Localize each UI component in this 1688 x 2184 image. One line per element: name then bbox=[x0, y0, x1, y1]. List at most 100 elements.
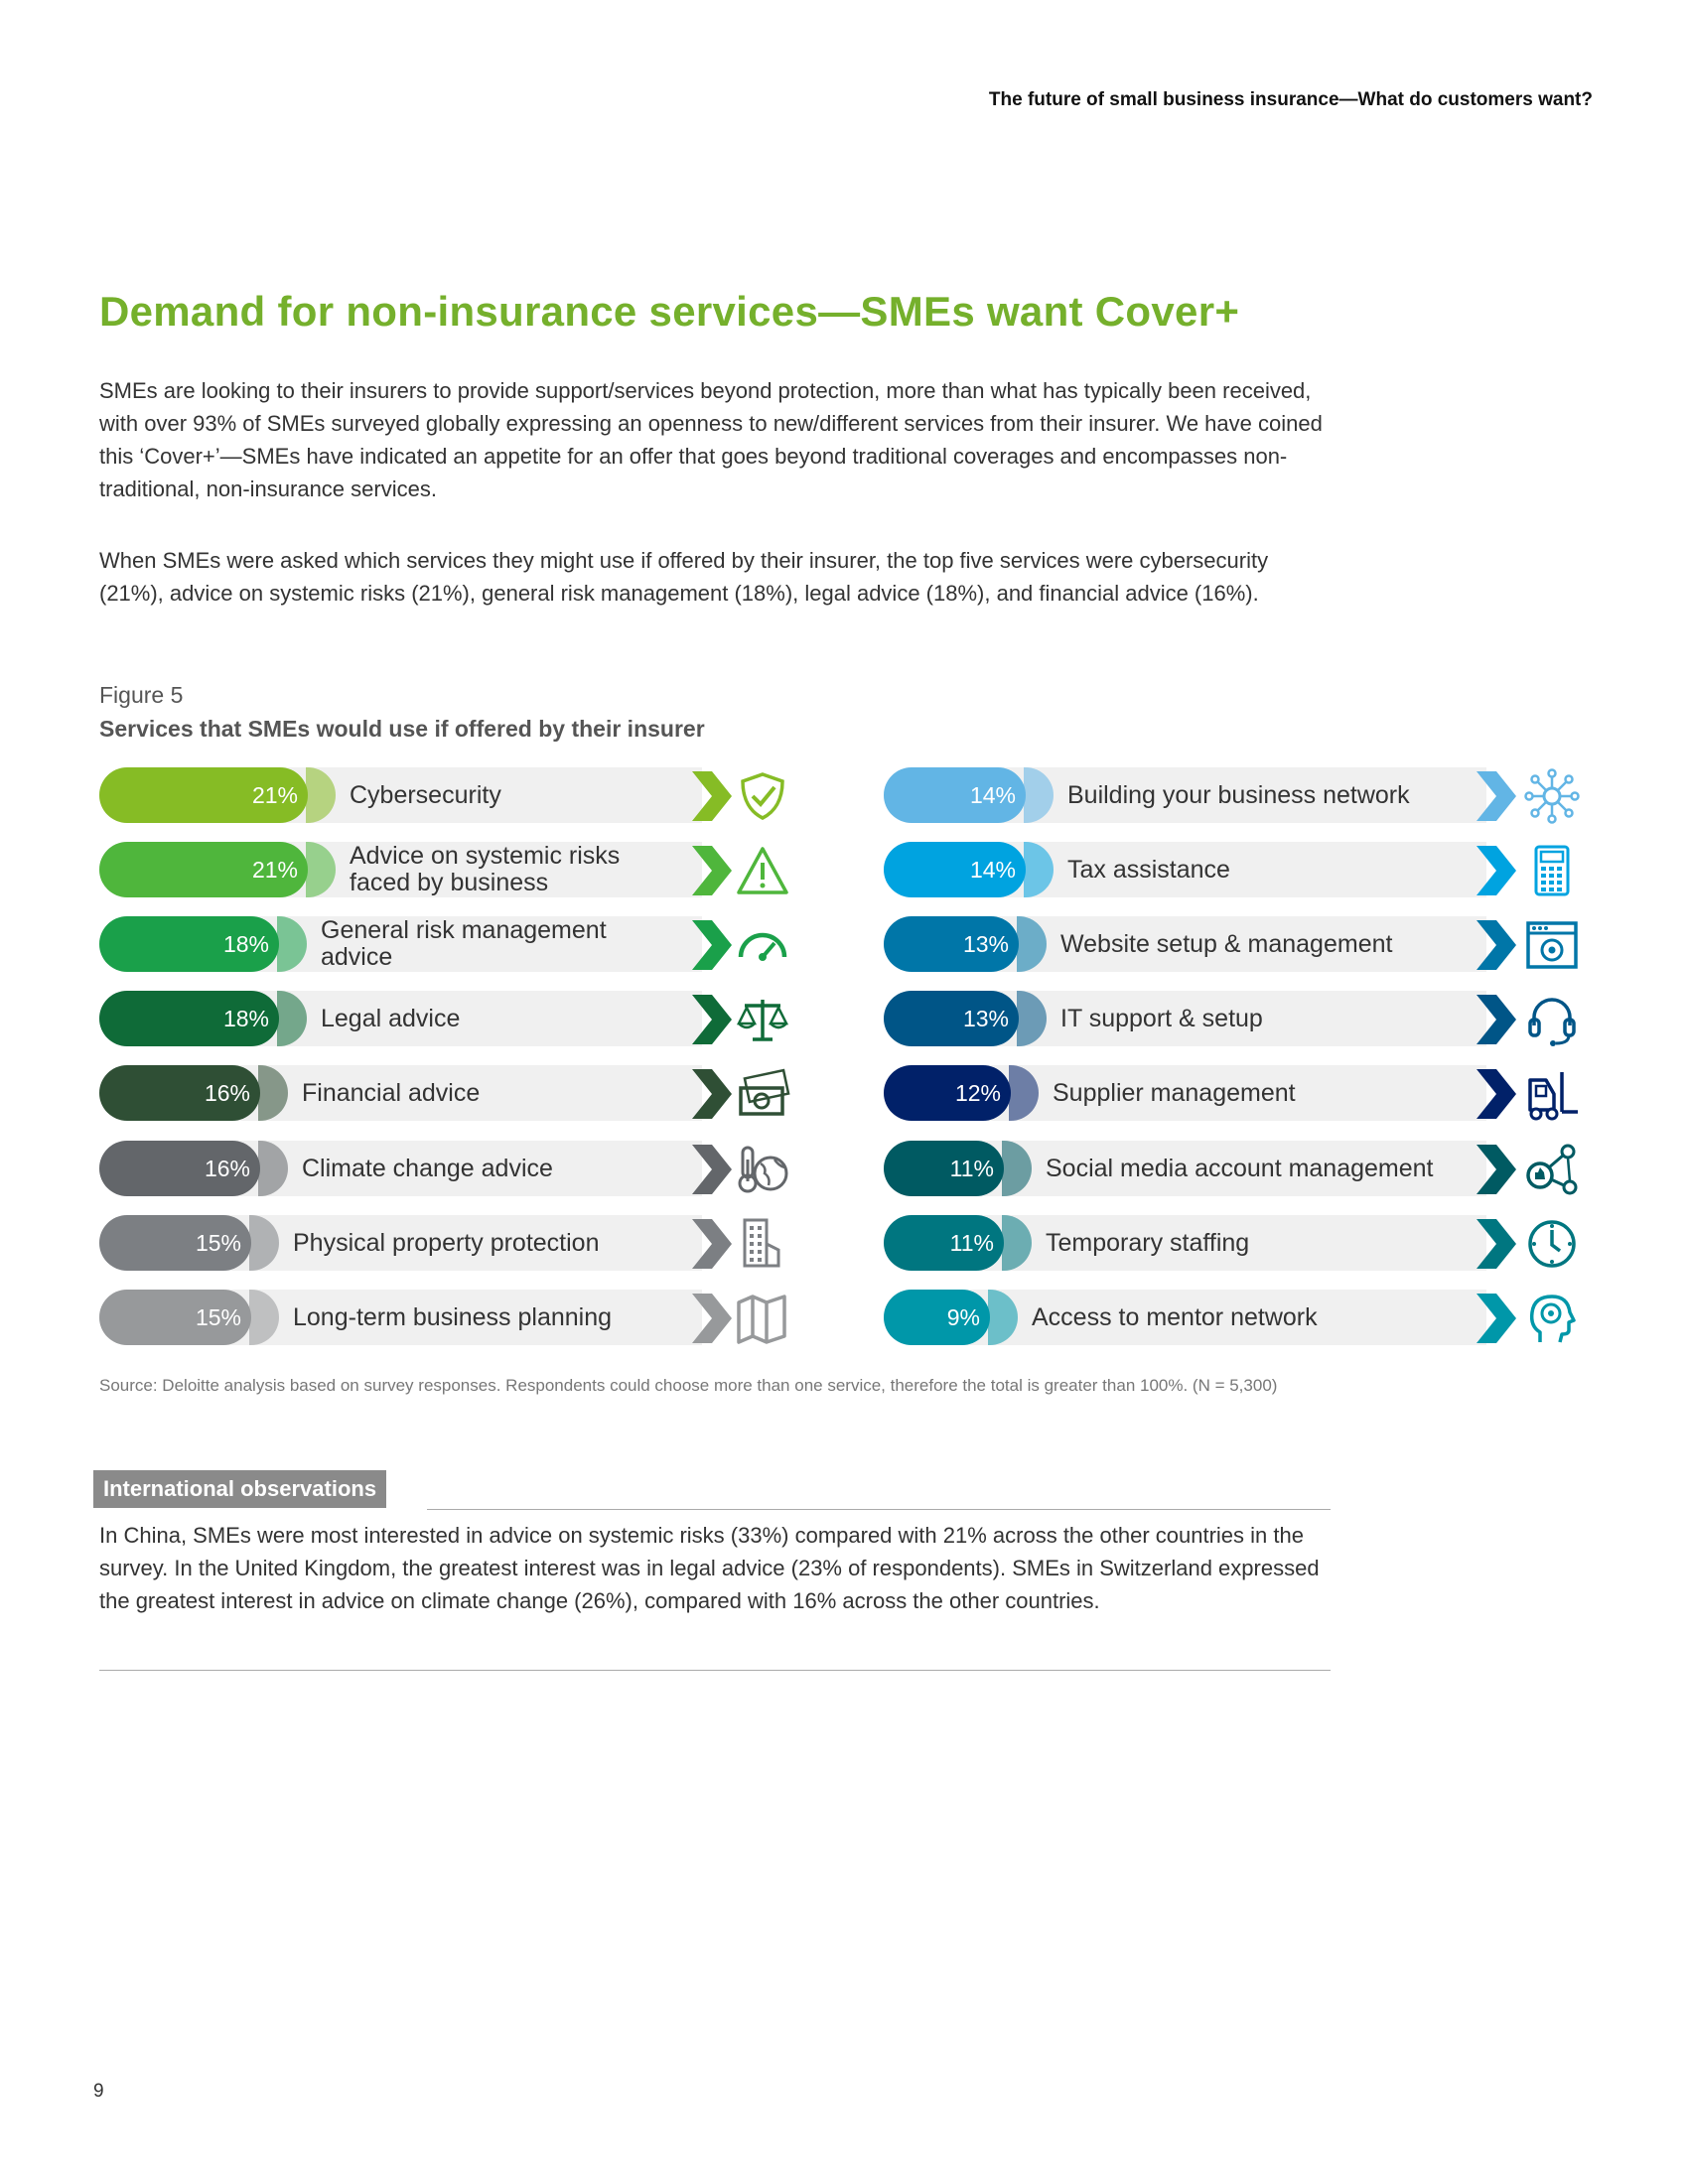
warning-icon bbox=[735, 843, 790, 898]
chevron-icon bbox=[690, 846, 734, 895]
international-observations-header: International observations bbox=[93, 1470, 387, 1508]
page-title: Demand for non-insurance services—SMEs w… bbox=[99, 288, 1240, 335]
chevron-icon bbox=[1475, 1294, 1518, 1343]
chart-row: 14% Building your business network bbox=[884, 765, 1586, 825]
website-icon bbox=[1524, 917, 1580, 973]
chevron-icon bbox=[690, 1069, 734, 1119]
chevron-icon bbox=[690, 920, 734, 970]
chevron-icon bbox=[1475, 1219, 1518, 1269]
chart-row: 18% Legal advice bbox=[99, 989, 799, 1048]
divider bbox=[427, 1509, 1331, 1510]
category-label: IT support & setup bbox=[1060, 1004, 1263, 1032]
bar bbox=[99, 1141, 260, 1196]
chevron-icon bbox=[1475, 920, 1518, 970]
chart-row: 9% Access to mentor network bbox=[884, 1288, 1586, 1347]
chart-row: 11% Temporary staffing bbox=[884, 1213, 1586, 1273]
category-label: Supplier management bbox=[1053, 1078, 1296, 1107]
value-label: 11% bbox=[949, 1156, 994, 1181]
bar bbox=[884, 1141, 1004, 1196]
value-label: 11% bbox=[949, 1230, 994, 1256]
value-label: 21% bbox=[251, 782, 298, 808]
chevron-icon bbox=[690, 1219, 734, 1269]
category-label: Tax assistance bbox=[1067, 855, 1230, 884]
gauge-icon bbox=[735, 917, 790, 973]
network-icon bbox=[1524, 768, 1580, 824]
bar bbox=[884, 1290, 990, 1345]
category-label: Climate change advice bbox=[302, 1154, 553, 1182]
chart-row: 13% IT support & setup bbox=[884, 989, 1586, 1048]
bar bbox=[884, 916, 1019, 972]
bar bbox=[99, 1215, 251, 1271]
chevron-icon bbox=[1475, 846, 1518, 895]
bar bbox=[884, 991, 1019, 1046]
chart-row: 16% Financial advice bbox=[99, 1063, 799, 1123]
value-label: 18% bbox=[222, 1006, 269, 1031]
clock-icon bbox=[1524, 1216, 1580, 1272]
value-label: 13% bbox=[962, 931, 1009, 957]
category-label: Long-term business planning bbox=[293, 1302, 613, 1331]
figure-title: Services that SMEs would use if offered … bbox=[99, 716, 705, 742]
climate-icon bbox=[735, 1142, 790, 1197]
category-label: Building your business network bbox=[1067, 780, 1410, 809]
bar bbox=[99, 767, 308, 823]
intro-paragraph: SMEs are looking to their insurers to pr… bbox=[99, 378, 1323, 501]
forklift-icon bbox=[1524, 1066, 1580, 1122]
category-label: Legal advice bbox=[321, 1004, 461, 1032]
chart-row: 11% Social media account management bbox=[884, 1139, 1586, 1198]
chevron-icon bbox=[690, 995, 734, 1044]
value-label: 16% bbox=[204, 1156, 250, 1181]
chevron-icon bbox=[690, 1294, 734, 1343]
international-observations-text: In China, SMEs were most interested in a… bbox=[99, 1523, 1320, 1613]
chart-row: 15% Physical property protection bbox=[99, 1213, 799, 1273]
chart-row: 15% Long-term business planning bbox=[99, 1288, 799, 1347]
category-label: Cybersecurity bbox=[350, 780, 501, 809]
category-label: General risk management advice bbox=[321, 916, 607, 971]
category-label: Advice on systemic risks faced by busine… bbox=[350, 842, 621, 896]
bar bbox=[99, 1065, 260, 1121]
value-label: 18% bbox=[222, 931, 269, 957]
chart-row: 13% Website setup & management bbox=[884, 914, 1586, 974]
bar bbox=[884, 1215, 1004, 1271]
mentor-icon bbox=[1524, 1291, 1580, 1346]
category-label: Financial advice bbox=[302, 1078, 481, 1107]
chevron-icon bbox=[1475, 1145, 1518, 1194]
value-label: 14% bbox=[969, 782, 1016, 808]
top-services-paragraph: When SMEs were asked which services they… bbox=[99, 548, 1269, 606]
map-icon bbox=[735, 1291, 790, 1346]
chevron-icon bbox=[1475, 771, 1518, 821]
bar bbox=[99, 916, 279, 972]
chart-row: 21% Cybersecurity bbox=[99, 765, 799, 825]
chevron-icon bbox=[690, 1145, 734, 1194]
source-note: Source: Deloitte analysis based on surve… bbox=[99, 1376, 1278, 1395]
chart-row: 18% General risk management advice bbox=[99, 914, 799, 974]
shield-icon bbox=[735, 768, 790, 824]
bar bbox=[99, 842, 308, 897]
running-header: The future of small business insurance—W… bbox=[988, 89, 1593, 110]
bar bbox=[99, 1290, 251, 1345]
divider bbox=[99, 1670, 1331, 1671]
bar bbox=[884, 842, 1026, 897]
chevron-icon bbox=[1475, 1069, 1518, 1119]
category-label: Physical property protection bbox=[293, 1228, 600, 1257]
social-icon bbox=[1524, 1142, 1580, 1197]
category-label: Access to mentor network bbox=[1032, 1302, 1318, 1331]
value-label: 13% bbox=[962, 1006, 1009, 1031]
category-label: Temporary staffing bbox=[1046, 1228, 1250, 1257]
figure-label: Figure 5 bbox=[99, 682, 184, 708]
value-label: 9% bbox=[946, 1304, 980, 1330]
bar bbox=[884, 767, 1026, 823]
headset-icon bbox=[1524, 992, 1580, 1047]
value-label: 15% bbox=[195, 1304, 241, 1330]
chevron-icon bbox=[690, 771, 734, 821]
value-label: 12% bbox=[954, 1080, 1001, 1106]
money-icon bbox=[735, 1066, 790, 1122]
calculator-icon bbox=[1524, 843, 1580, 898]
chart-row: 16% Climate change advice bbox=[99, 1139, 799, 1198]
chart-row: 21% Advice on systemic risks faced by bus… bbox=[99, 840, 799, 899]
value-label: 21% bbox=[251, 857, 298, 883]
value-label: 15% bbox=[195, 1230, 241, 1256]
bar bbox=[99, 991, 279, 1046]
category-label: Website setup & management bbox=[1060, 929, 1393, 958]
scales-icon bbox=[735, 992, 790, 1047]
value-label: 16% bbox=[204, 1080, 250, 1106]
